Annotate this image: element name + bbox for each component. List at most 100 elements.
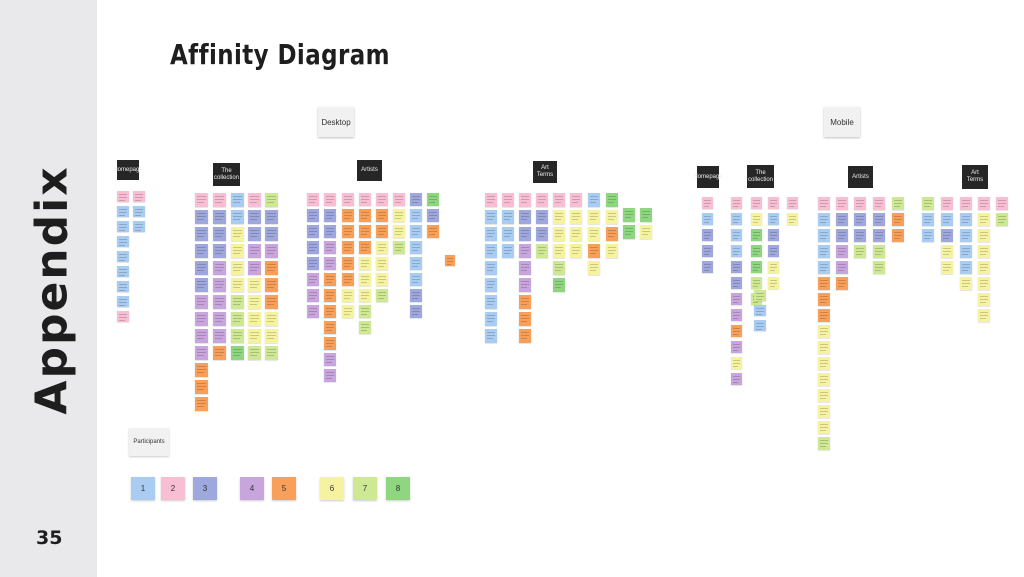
sticky-note — [536, 227, 548, 241]
sticky-note — [978, 197, 990, 210]
sticky-note — [941, 197, 953, 210]
sticky-note — [502, 210, 514, 224]
sticky-note — [536, 210, 548, 224]
sticky-note — [427, 225, 439, 238]
sticky-note — [376, 241, 388, 254]
sticky-note — [410, 193, 422, 206]
sticky-note — [265, 329, 278, 343]
sticky-note — [818, 213, 830, 226]
sticky-note — [818, 261, 830, 274]
sticky-note — [359, 321, 371, 334]
sticky-note — [117, 296, 129, 307]
sticky-note — [606, 227, 618, 241]
sticky-note — [248, 329, 261, 343]
sticky-note — [133, 191, 145, 202]
sticky-note — [307, 209, 319, 222]
sticky-note — [978, 277, 990, 290]
sticky-note — [359, 305, 371, 318]
sticky-note — [836, 245, 848, 258]
sticky-note — [570, 193, 582, 207]
sticky-note — [307, 193, 319, 206]
sticky-note — [393, 241, 405, 254]
sticky-note — [854, 197, 866, 210]
sticky-note — [818, 197, 830, 210]
participant-note-1: 1 — [131, 477, 155, 500]
sticky-note — [195, 397, 208, 411]
sticky-note — [960, 229, 972, 242]
sticky-note — [265, 244, 278, 258]
sticky-note — [873, 229, 885, 242]
sticky-note — [553, 227, 565, 241]
section-label-desktop: Desktop — [318, 107, 354, 137]
sticky-note — [485, 278, 497, 292]
sticky-note — [324, 353, 336, 366]
sticky-note — [265, 261, 278, 275]
sticky-note — [376, 257, 388, 270]
sticky-note — [922, 229, 934, 242]
group-header-homepage-desktop: Homepage — [113, 160, 143, 180]
sticky-note — [393, 193, 405, 206]
sticky-note — [231, 312, 244, 326]
sticky-note — [231, 346, 244, 360]
sticky-note — [731, 293, 742, 305]
sticky-note — [570, 210, 582, 224]
sticky-note — [818, 437, 830, 450]
sticky-note — [702, 229, 713, 241]
sticky-note — [553, 210, 565, 224]
sticky-note — [519, 312, 531, 326]
sticky-note — [213, 244, 226, 258]
section-label-mobile: Mobile — [824, 107, 860, 137]
sticky-note — [376, 209, 388, 222]
sticky-note — [213, 346, 226, 360]
sticky-note — [818, 341, 830, 354]
sticky-note — [307, 289, 319, 302]
sticky-note — [818, 277, 830, 290]
sticky-note — [213, 210, 226, 224]
sticky-note — [623, 225, 635, 239]
sticky-note — [941, 245, 953, 258]
sticky-note — [960, 277, 972, 290]
sticky-note — [342, 289, 354, 302]
sticky-note — [731, 245, 742, 257]
sticky-note — [265, 227, 278, 241]
sticky-note — [117, 191, 129, 202]
sticky-note — [248, 261, 261, 275]
sticky-note — [754, 320, 766, 331]
sticky-note — [553, 261, 565, 275]
sticky-note — [195, 312, 208, 326]
sticky-note — [410, 225, 422, 238]
sticky-note — [231, 244, 244, 258]
sticky-note — [731, 261, 742, 273]
sticky-note — [195, 329, 208, 343]
sticky-note — [195, 227, 208, 241]
sticky-note — [978, 229, 990, 242]
sticky-note — [265, 346, 278, 360]
sticky-note — [768, 229, 779, 241]
sticky-note — [485, 329, 497, 343]
sticky-note — [502, 193, 514, 207]
group-header-homepage-mobile: Homepage — [693, 166, 723, 188]
sticky-note — [836, 213, 848, 226]
participant-note-8: 8 — [386, 477, 410, 500]
sticky-note — [836, 261, 848, 274]
sticky-note — [731, 309, 742, 321]
sticky-note — [751, 213, 762, 225]
sticky-note — [960, 261, 972, 274]
sticky-note — [485, 244, 497, 258]
sticky-note — [213, 295, 226, 309]
sticky-note — [519, 329, 531, 343]
sticky-note — [195, 193, 208, 207]
sticky-note — [342, 273, 354, 286]
sticky-note — [248, 227, 261, 241]
sticky-note — [519, 210, 531, 224]
sticky-note — [731, 213, 742, 225]
sticky-note — [324, 273, 336, 286]
sticky-note — [445, 255, 455, 266]
sticky-note — [342, 241, 354, 254]
sticky-note — [376, 273, 388, 286]
sticky-note — [536, 193, 548, 207]
sticky-note — [768, 245, 779, 257]
sticky-note — [836, 277, 848, 290]
sticky-note — [922, 213, 934, 226]
